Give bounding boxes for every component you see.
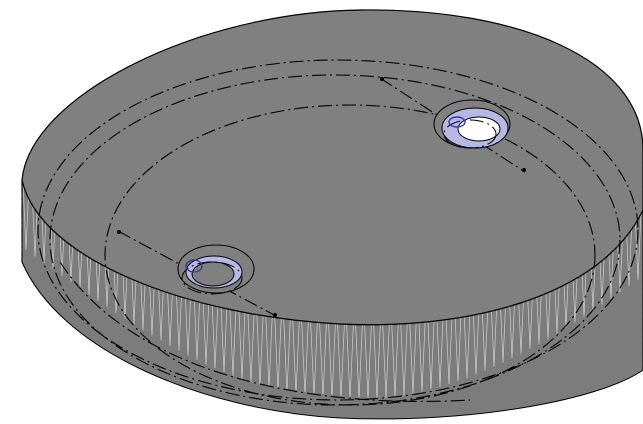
hatch-stroke — [381, 308, 391, 399]
dish-top-face — [21, 9, 643, 326]
hole-accent — [185, 259, 203, 273]
hole-accent — [448, 116, 466, 128]
hatch-stroke — [228, 285, 238, 376]
hatch-stroke — [453, 291, 463, 382]
hole-bore — [191, 261, 235, 287]
hole-axis — [117, 230, 277, 317]
hatch-stroke — [444, 294, 454, 385]
hatch-stroke — [210, 278, 220, 369]
hole-axis-end-top — [117, 230, 121, 234]
hole-bottom-hidden — [443, 119, 497, 149]
hatch-stroke — [417, 301, 427, 392]
hole-bore — [457, 116, 501, 142]
hole-lower-left[interactable] — [117, 230, 277, 317]
hidden-ring-middle — [49, 74, 621, 406]
hatch-stroke — [426, 299, 436, 390]
hidden-ring-outer — [37, 59, 639, 401]
hole-axis-end-top — [380, 77, 384, 81]
hatch-stroke — [399, 305, 409, 396]
hole-axis — [379, 77, 526, 173]
hole-bottom-hidden — [181, 261, 243, 295]
hole-axis-end-bottom — [522, 168, 526, 172]
hole-axis-end-bottom — [273, 313, 277, 317]
hidden-ring-inner — [104, 104, 596, 406]
hatch-stroke — [462, 287, 472, 379]
hatch-stroke — [246, 292, 256, 383]
hatch-stroke — [408, 303, 418, 394]
hole-upper-right[interactable] — [379, 77, 526, 173]
hidden-bottom-arc — [59, 261, 471, 403]
hatch-stroke — [435, 297, 445, 388]
hatch-stroke — [219, 282, 229, 373]
hidden-edges — [21, 59, 643, 406]
